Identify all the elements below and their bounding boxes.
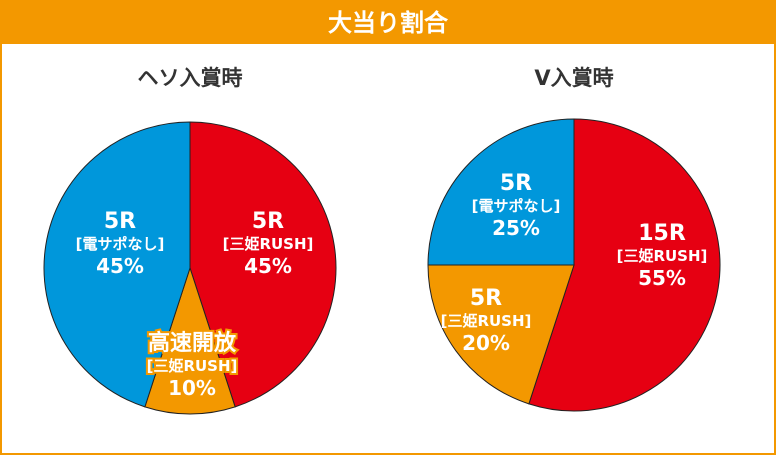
slice-percent: 10% bbox=[168, 376, 216, 400]
pie0-slice-1 bbox=[144, 266, 236, 415]
pie1-slice-0 bbox=[528, 118, 721, 412]
slice-percent: 45% bbox=[244, 254, 292, 278]
pie-title-v: V入賞時 bbox=[534, 66, 614, 90]
slice-sub: [三姫RUSH] bbox=[147, 357, 238, 375]
slice-sub: [電サポなし] bbox=[472, 197, 561, 215]
slice-sub: [三姫RUSH] bbox=[223, 235, 314, 253]
pie0-slice-2 bbox=[43, 121, 191, 408]
pie1-slice-1 bbox=[427, 264, 575, 405]
pie1-slice-2 bbox=[427, 118, 575, 266]
slice-name: 15R bbox=[638, 221, 686, 246]
slice-percent: 55% bbox=[638, 266, 686, 290]
slice-name: 5R bbox=[104, 209, 136, 234]
pie0-slice-0 bbox=[189, 121, 337, 408]
slice-percent: 20% bbox=[462, 331, 510, 355]
slice-sub: [三姫RUSH] bbox=[617, 247, 708, 265]
slice-percent: 25% bbox=[492, 216, 540, 240]
slice-sub: [電サポなし] bbox=[76, 235, 165, 253]
slice-sub: [三姫RUSH] bbox=[441, 312, 532, 330]
slice-name: 5R bbox=[470, 286, 502, 311]
slice-percent: 45% bbox=[96, 254, 144, 278]
header-title: 大当り割合 bbox=[2, 2, 774, 44]
slice-name: 高速開放 bbox=[148, 330, 237, 356]
slice-name: 5R bbox=[252, 209, 284, 234]
pie-title-heso: ヘソ入賞時 bbox=[137, 66, 243, 90]
slice-name: 5R bbox=[500, 171, 532, 196]
